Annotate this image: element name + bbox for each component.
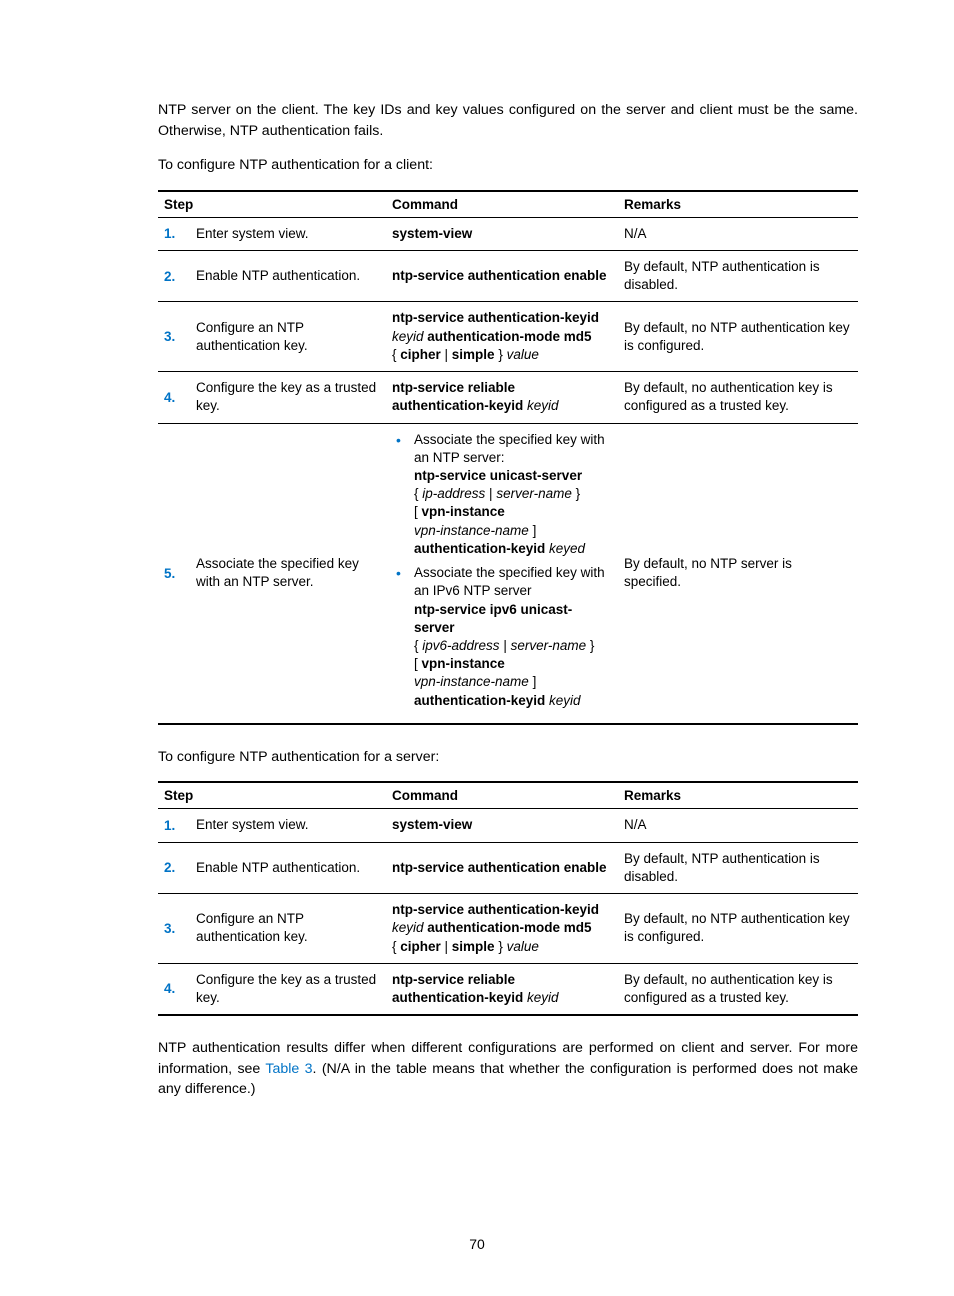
header-remarks: Remarks — [618, 782, 858, 809]
step-number: 1. — [158, 809, 190, 842]
step-remarks: By default, no authentication key is con… — [618, 372, 858, 423]
table-row: 2. Enable NTP authentication. ntp-servic… — [158, 842, 858, 893]
step-desc: Enable NTP authentication. — [190, 251, 386, 302]
intro-paragraph-3: To configure NTP authentication for a se… — [158, 747, 858, 768]
header-command: Command — [386, 191, 618, 218]
step-command: ntp-service authentication-keyid keyid a… — [386, 302, 618, 372]
step-desc: Configure the key as a trusted key. — [190, 372, 386, 423]
table-row: 2. Enable NTP authentication. ntp-servic… — [158, 251, 858, 302]
step-number: 1. — [158, 217, 190, 250]
step-number: 3. — [158, 302, 190, 372]
header-command: Command — [386, 782, 618, 809]
step-desc: Configure the key as a trusted key. — [190, 963, 386, 1015]
client-steps-table: Step Command Remarks 1. Enter system vie… — [158, 190, 858, 725]
step-command: Associate the specified key with an NTP … — [386, 423, 618, 724]
step-remarks: By default, NTP authentication is disabl… — [618, 251, 858, 302]
intro-paragraph-1: NTP server on the client. The key IDs an… — [158, 100, 858, 141]
step-remarks: N/A — [618, 809, 858, 842]
table-header-row: Step Command Remarks — [158, 782, 858, 809]
intro-paragraph-2: To configure NTP authentication for a cl… — [158, 155, 858, 176]
step-desc: Enter system view. — [190, 217, 386, 250]
step-number: 5. — [158, 423, 190, 724]
step-command: ntp-service reliable authentication-keyi… — [386, 963, 618, 1015]
step-remarks: By default, no NTP server is specified. — [618, 423, 858, 724]
step-remarks: By default, no NTP authentication key is… — [618, 894, 858, 964]
step-command: ntp-service authentication enable — [386, 842, 618, 893]
step-command: ntp-service authentication-keyid keyid a… — [386, 894, 618, 964]
step-remarks: By default, NTP authentication is disabl… — [618, 842, 858, 893]
header-step: Step — [158, 782, 386, 809]
header-step: Step — [158, 191, 386, 218]
header-remarks: Remarks — [618, 191, 858, 218]
table-row: 3. Configure an NTP authentication key. … — [158, 302, 858, 372]
table-row: 4. Configure the key as a trusted key. n… — [158, 372, 858, 423]
table-row: 4. Configure the key as a trusted key. n… — [158, 963, 858, 1015]
step-remarks: N/A — [618, 217, 858, 250]
step-number: 4. — [158, 963, 190, 1015]
table-row: 1. Enter system view. system-view N/A — [158, 809, 858, 842]
table3-link[interactable]: Table 3 — [265, 1061, 312, 1077]
table-header-row: Step Command Remarks — [158, 191, 858, 218]
step-command: ntp-service authentication enable — [386, 251, 618, 302]
step-command: system-view — [386, 809, 618, 842]
step-desc: Associate the specified key with an NTP … — [190, 423, 386, 724]
table-row: 1. Enter system view. system-view N/A — [158, 217, 858, 250]
step-number: 4. — [158, 372, 190, 423]
step-number: 3. — [158, 894, 190, 964]
step-desc: Enter system view. — [190, 809, 386, 842]
page: NTP server on the client. The key IDs an… — [0, 0, 954, 1296]
step-number: 2. — [158, 842, 190, 893]
step-desc: Configure an NTP authentication key. — [190, 302, 386, 372]
step-number: 2. — [158, 251, 190, 302]
table-row: 3. Configure an NTP authentication key. … — [158, 894, 858, 964]
step-desc: Configure an NTP authentication key. — [190, 894, 386, 964]
step-command: ntp-service reliable authentication-keyi… — [386, 372, 618, 423]
list-item: Associate the specified key with an NTP … — [414, 431, 612, 559]
step-remarks: By default, no authentication key is con… — [618, 963, 858, 1015]
server-steps-table: Step Command Remarks 1. Enter system vie… — [158, 781, 858, 1016]
list-item: Associate the specified key with an IPv6… — [414, 564, 612, 710]
step-command: system-view — [386, 217, 618, 250]
step-desc: Enable NTP authentication. — [190, 842, 386, 893]
table-row: 5. Associate the specified key with an N… — [158, 423, 858, 724]
command-bullet-list: Associate the specified key with an NTP … — [392, 431, 612, 710]
step-remarks: By default, no NTP authentication key is… — [618, 302, 858, 372]
closing-paragraph: NTP authentication results differ when d… — [158, 1038, 858, 1100]
page-number: 70 — [0, 1236, 954, 1252]
